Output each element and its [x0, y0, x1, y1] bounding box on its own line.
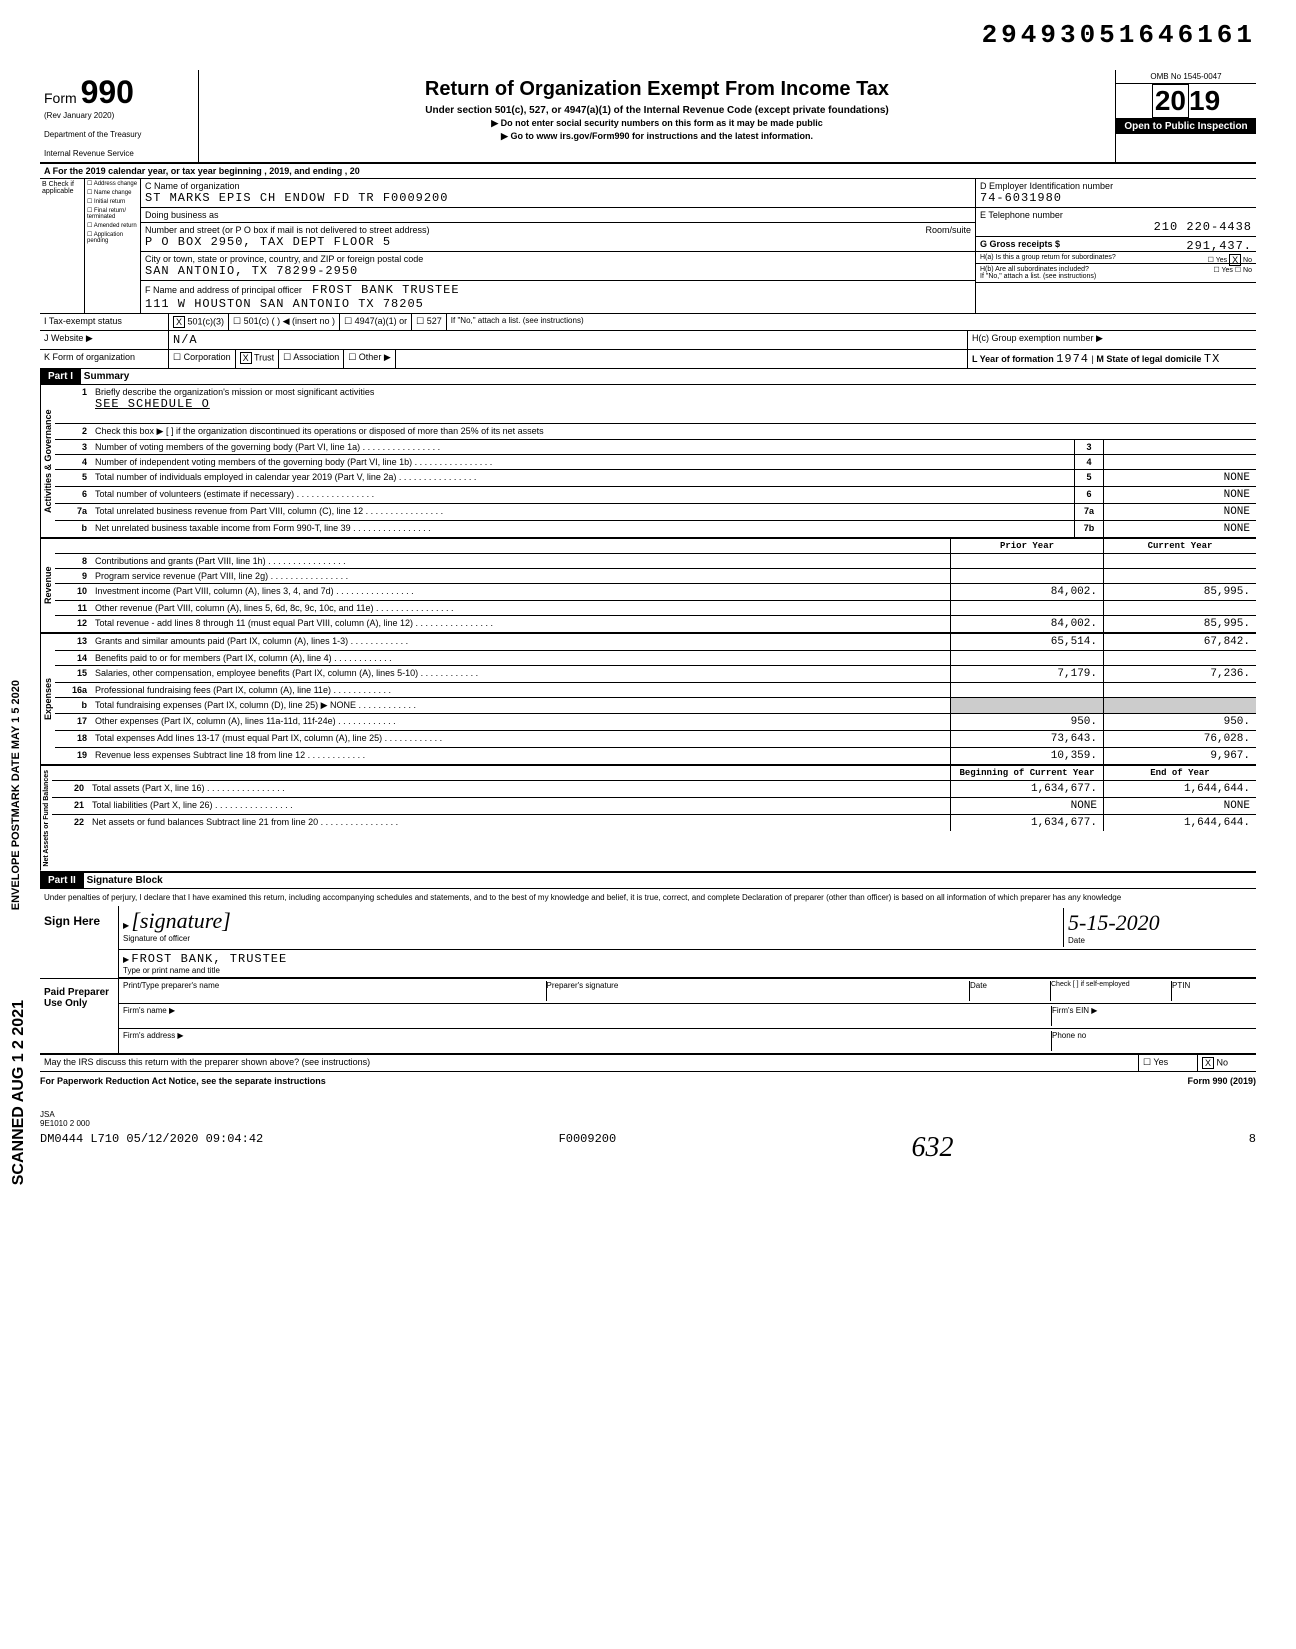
exp-line-15: 15Salaries, other compensation, employee…: [55, 666, 1256, 683]
part2-header: Part II Signature Block: [40, 873, 1256, 889]
exp-line-19: 19Revenue less expenses Subtract line 18…: [55, 748, 1256, 764]
gov-line-7a: 7aTotal unrelated business revenue from …: [55, 504, 1256, 521]
gov-line-b: bNet unrelated business taxable income f…: [55, 521, 1256, 537]
rev-line-9: 9Program service revenue (Part VIII, lin…: [55, 569, 1256, 584]
rev-line-11: 11Other revenue (Part VIII, column (A), …: [55, 601, 1256, 616]
exp-line-14: 14Benefits paid to or for members (Part …: [55, 651, 1256, 666]
f-label: F Name and address of principal officer: [145, 285, 302, 295]
form-subtitle: Under section 501(c), 527, or 4947(a)(1)…: [203, 105, 1111, 116]
org-name: ST MARKS EPIS CH ENDOW FD TR F0009200: [145, 191, 448, 205]
addr-label: Number and street (or P O box if mail is…: [145, 225, 429, 235]
city-label: City or town, state or province, country…: [145, 254, 423, 264]
identity-block: B Check if applicable ☐ Address change☐ …: [40, 179, 1256, 314]
dept-treasury: Department of the Treasury: [44, 130, 194, 139]
tax-year: 2019: [1116, 84, 1256, 119]
jsa-block: JSA 9E1010 2 000: [40, 1110, 1256, 1128]
row-k: K Form of organization ☐ Corporation X T…: [40, 350, 1256, 369]
rev-line-12: 12Total revenue - add lines 8 through 11…: [55, 616, 1256, 632]
d-label: D Employer Identification number: [980, 181, 1113, 191]
exp-line-b: bTotal fundraising expenses (Part IX, co…: [55, 698, 1256, 714]
document-id: 29493051646161: [40, 20, 1256, 50]
g-label: G Gross receipts $: [980, 239, 1060, 249]
row-a-tax-year: A For the 2019 calendar year, or tax yea…: [40, 164, 1256, 179]
hb-label: H(b) Are all subordinates included?: [980, 266, 1089, 273]
h-note: If "No," attach a list. (see instruction…: [980, 273, 1096, 280]
room-label: Room/suite: [925, 225, 971, 249]
form-sub3: ▶ Go to www irs.gov/Form990 for instruct…: [203, 131, 1111, 142]
form-revision: (Rev January 2020): [44, 111, 194, 120]
exp-line-17: 17Other expenses (Part IX, column (A), l…: [55, 714, 1256, 731]
sign-here-row: Sign Here ▶ [signature]Signature of offi…: [40, 906, 1256, 979]
paid-preparer-row: Paid Preparer Use Only Print/Type prepar…: [40, 979, 1256, 1054]
irs-label: Internal Revenue Service: [44, 149, 194, 158]
side-revenue: Revenue: [40, 539, 55, 632]
jurat-text: Under penalties of perjury, I declare th…: [40, 889, 1256, 906]
col-b-label: B Check if applicable: [40, 179, 85, 313]
section-governance: Activities & Governance 1 Briefly descri…: [40, 385, 1256, 539]
envelope-postmark-stamp: ENVELOPE POSTMARK DATE MAY 1 5 2020: [10, 680, 22, 910]
row-i: I Tax-exempt status X 501(c)(3) ☐ 501(c)…: [40, 314, 1256, 331]
ein: 74-6031980: [980, 191, 1062, 205]
section-revenue: Revenue Prior Year Current Year 8Contrib…: [40, 539, 1256, 634]
form-number: Form 990: [44, 74, 194, 111]
mission-value: SEE SCHEDULE O: [95, 397, 210, 411]
net-line-21: 21Total liabilities (Part X, line 26) . …: [52, 798, 1256, 815]
check-col: ☐ Address change☐ Name change☐ Initial r…: [85, 179, 141, 313]
dba-label: Doing business as: [141, 208, 975, 223]
form-title: Return of Organization Exempt From Incom…: [203, 78, 1111, 101]
side-net-assets: Net Assets or Fund Balances: [40, 766, 52, 871]
exp-line-18: 18Total expenses Add lines 13-17 (must e…: [55, 731, 1256, 748]
omb-number: OMB No 1545-0047: [1116, 70, 1256, 84]
exp-line-16a: 16aProfessional fundraising fees (Part I…: [55, 683, 1256, 698]
part1-header: Part I Summary: [40, 369, 1256, 385]
section-net-assets: Net Assets or Fund Balances Beginning of…: [40, 766, 1256, 873]
discuss-row: May the IRS discuss this return with the…: [40, 1054, 1256, 1072]
open-public: Open to Public Inspection: [1116, 119, 1256, 134]
street-address: P O BOX 2950, TAX DEPT FLOOR 5: [145, 235, 391, 249]
scanned-stamp: SCANNED AUG 1 2 2021: [10, 1000, 28, 1185]
form-header: Form 990 (Rev January 2020) Department o…: [40, 70, 1256, 164]
officer-addr: 111 W HOUSTON SAN ANTONIO TX 78205: [145, 297, 424, 311]
ha-label: H(a) Is this a group return for subordin…: [980, 254, 1116, 261]
phone: 210 220-4438: [980, 220, 1252, 234]
city-state-zip: SAN ANTONIO, TX 78299-2950: [145, 264, 358, 278]
gov-line-3: 3Number of voting members of the governi…: [55, 440, 1256, 455]
side-expenses: Expenses: [40, 634, 55, 764]
gov-line-4: 4Number of independent voting members of…: [55, 455, 1256, 470]
e-label: E Telephone number: [980, 210, 1063, 220]
c-label: C Name of organization: [145, 181, 240, 191]
rev-line-8: 8Contributions and grants (Part VIII, li…: [55, 554, 1256, 569]
gross-receipts: 291,437.: [1186, 239, 1252, 253]
side-governance: Activities & Governance: [40, 385, 55, 537]
hc-label: H(c) Group exemption number ▶: [968, 331, 1256, 349]
rev-line-10: 10Investment income (Part VIII, column (…: [55, 584, 1256, 601]
gov-line-6: 6Total number of volunteers (estimate if…: [55, 487, 1256, 504]
bottom-stamp: DM0444 L710 05/12/2020 09:04:42 F0009200…: [40, 1128, 1256, 1168]
section-expenses: Expenses 13Grants and similar amounts pa…: [40, 634, 1256, 766]
officer-name-typed: FROST BANK, TRUSTEE: [131, 952, 287, 966]
form-sub2: ▶ Do not enter social security numbers o…: [203, 118, 1111, 129]
officer-name: FROST BANK TRUSTEE: [312, 283, 460, 297]
gov-line-5: 5Total number of individuals employed in…: [55, 470, 1256, 487]
form-footer: For Paperwork Reduction Act Notice, see …: [40, 1072, 1256, 1090]
row-j: J Website ▶ N/A H(c) Group exemption num…: [40, 331, 1256, 350]
exp-line-13: 13Grants and similar amounts paid (Part …: [55, 634, 1256, 651]
net-line-20: 20Total assets (Part X, line 16) . . . .…: [52, 781, 1256, 798]
net-line-22: 22Net assets or fund balances Subtract l…: [52, 815, 1256, 831]
sig-date-val: 5-15-2020: [1068, 910, 1160, 935]
officer-signature: [signature]: [131, 908, 230, 933]
